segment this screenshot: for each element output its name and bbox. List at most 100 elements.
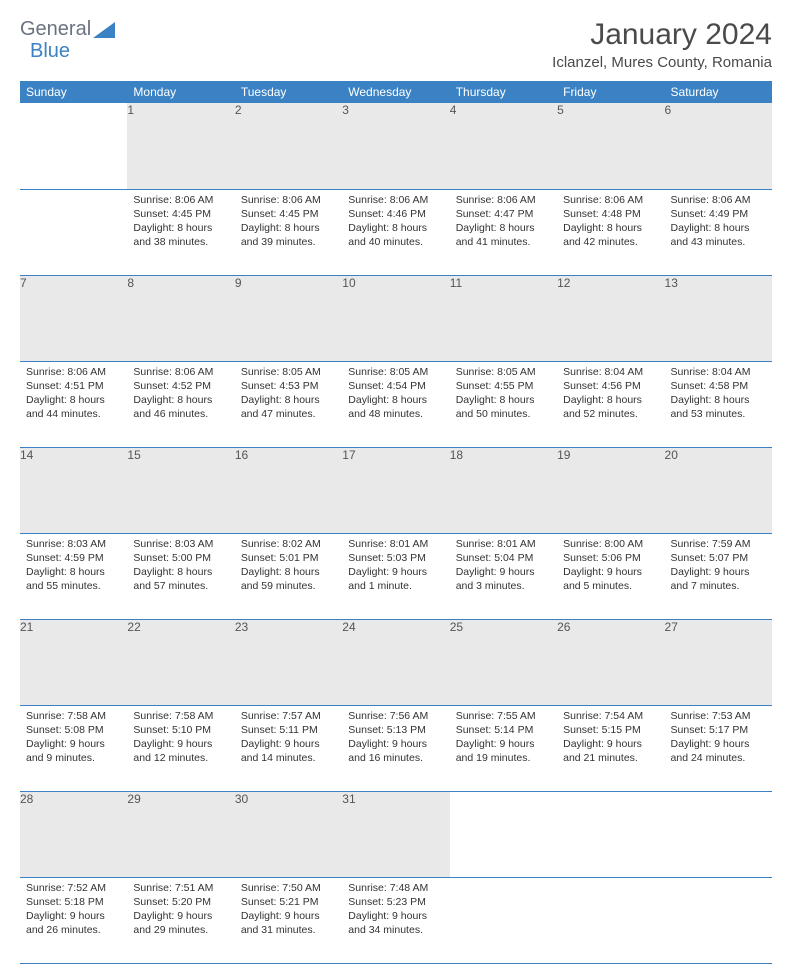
day-cell: Sunrise: 8:06 AMSunset: 4:46 PMDaylight:… xyxy=(342,189,449,275)
day-number: 9 xyxy=(235,275,342,361)
day-cell: Sunrise: 7:58 AMSunset: 5:08 PMDaylight:… xyxy=(20,705,127,791)
sunrise-text: Sunrise: 7:48 AM xyxy=(348,881,443,895)
day-number: 1 xyxy=(127,103,234,189)
day-cell: Sunrise: 8:06 AMSunset: 4:51 PMDaylight:… xyxy=(20,361,127,447)
day-content-row: Sunrise: 7:52 AMSunset: 5:18 PMDaylight:… xyxy=(20,877,772,963)
sunset-text: Sunset: 5:10 PM xyxy=(133,723,228,737)
day-number: 22 xyxy=(127,619,234,705)
sunrise-text: Sunrise: 7:53 AM xyxy=(671,709,766,723)
day-details: Sunrise: 8:06 AMSunset: 4:48 PMDaylight:… xyxy=(557,190,664,256)
sunset-text: Sunset: 4:55 PM xyxy=(456,379,551,393)
day-details: Sunrise: 8:06 AMSunset: 4:47 PMDaylight:… xyxy=(450,190,557,256)
sunset-text: Sunset: 5:06 PM xyxy=(563,551,658,565)
sunset-text: Sunset: 4:51 PM xyxy=(26,379,121,393)
weekday-header: Sunday xyxy=(20,81,127,103)
logo: General xyxy=(20,18,115,41)
daylight-text: Daylight: 8 hours and 48 minutes. xyxy=(348,393,443,421)
day-cell: Sunrise: 7:54 AMSunset: 5:15 PMDaylight:… xyxy=(557,705,664,791)
day-details: Sunrise: 7:52 AMSunset: 5:18 PMDaylight:… xyxy=(20,878,127,944)
day-number: 31 xyxy=(342,791,449,877)
day-cell: Sunrise: 7:59 AMSunset: 5:07 PMDaylight:… xyxy=(665,533,772,619)
sunrise-text: Sunrise: 8:06 AM xyxy=(241,193,336,207)
day-number: 11 xyxy=(450,275,557,361)
sunset-text: Sunset: 4:45 PM xyxy=(241,207,336,221)
sunset-text: Sunset: 5:20 PM xyxy=(133,895,228,909)
sunset-text: Sunset: 4:54 PM xyxy=(348,379,443,393)
daylight-text: Daylight: 8 hours and 53 minutes. xyxy=(671,393,766,421)
sunrise-text: Sunrise: 7:55 AM xyxy=(456,709,551,723)
day-details: Sunrise: 7:53 AMSunset: 5:17 PMDaylight:… xyxy=(665,706,772,772)
sunset-text: Sunset: 5:11 PM xyxy=(241,723,336,737)
day-details: Sunrise: 8:03 AMSunset: 5:00 PMDaylight:… xyxy=(127,534,234,600)
daylight-text: Daylight: 9 hours and 26 minutes. xyxy=(26,909,121,937)
day-number: 13 xyxy=(665,275,772,361)
daylight-text: Daylight: 8 hours and 59 minutes. xyxy=(241,565,336,593)
sunset-text: Sunset: 4:46 PM xyxy=(348,207,443,221)
day-cell: Sunrise: 8:05 AMSunset: 4:54 PMDaylight:… xyxy=(342,361,449,447)
day-details: Sunrise: 8:05 AMSunset: 4:55 PMDaylight:… xyxy=(450,362,557,428)
day-number-row: 123456 xyxy=(20,103,772,189)
calendar-header-row: SundayMondayTuesdayWednesdayThursdayFrid… xyxy=(20,81,772,103)
daylight-text: Daylight: 9 hours and 24 minutes. xyxy=(671,737,766,765)
day-number: 29 xyxy=(127,791,234,877)
sunrise-text: Sunrise: 8:02 AM xyxy=(241,537,336,551)
day-details: Sunrise: 8:05 AMSunset: 4:54 PMDaylight:… xyxy=(342,362,449,428)
sunrise-text: Sunrise: 7:58 AM xyxy=(26,709,121,723)
day-cell: Sunrise: 8:03 AMSunset: 4:59 PMDaylight:… xyxy=(20,533,127,619)
sunrise-text: Sunrise: 8:03 AM xyxy=(133,537,228,551)
daylight-text: Daylight: 8 hours and 38 minutes. xyxy=(133,221,228,249)
day-number: 26 xyxy=(557,619,664,705)
day-cell: Sunrise: 8:06 AMSunset: 4:45 PMDaylight:… xyxy=(235,189,342,275)
day-details: Sunrise: 7:57 AMSunset: 5:11 PMDaylight:… xyxy=(235,706,342,772)
sunset-text: Sunset: 5:23 PM xyxy=(348,895,443,909)
weekday-header: Friday xyxy=(557,81,664,103)
daylight-text: Daylight: 9 hours and 5 minutes. xyxy=(563,565,658,593)
daylight-text: Daylight: 8 hours and 55 minutes. xyxy=(26,565,121,593)
day-number-row: 14151617181920 xyxy=(20,447,772,533)
sunset-text: Sunset: 4:58 PM xyxy=(671,379,766,393)
sunrise-text: Sunrise: 8:05 AM xyxy=(348,365,443,379)
day-number: 25 xyxy=(450,619,557,705)
daylight-text: Daylight: 9 hours and 14 minutes. xyxy=(241,737,336,765)
day-cell xyxy=(665,877,772,963)
day-number: 2 xyxy=(235,103,342,189)
sunset-text: Sunset: 4:59 PM xyxy=(26,551,121,565)
sunrise-text: Sunrise: 8:04 AM xyxy=(671,365,766,379)
sunrise-text: Sunrise: 7:56 AM xyxy=(348,709,443,723)
sunrise-text: Sunrise: 7:50 AM xyxy=(241,881,336,895)
day-cell: Sunrise: 8:01 AMSunset: 5:04 PMDaylight:… xyxy=(450,533,557,619)
sunrise-text: Sunrise: 8:06 AM xyxy=(26,365,121,379)
daylight-text: Daylight: 8 hours and 44 minutes. xyxy=(26,393,121,421)
day-number-row: 21222324252627 xyxy=(20,619,772,705)
sunset-text: Sunset: 5:13 PM xyxy=(348,723,443,737)
day-number xyxy=(450,791,557,877)
day-cell: Sunrise: 8:02 AMSunset: 5:01 PMDaylight:… xyxy=(235,533,342,619)
sunset-text: Sunset: 5:17 PM xyxy=(671,723,766,737)
sunrise-text: Sunrise: 7:54 AM xyxy=(563,709,658,723)
day-cell: Sunrise: 7:52 AMSunset: 5:18 PMDaylight:… xyxy=(20,877,127,963)
day-cell: Sunrise: 7:56 AMSunset: 5:13 PMDaylight:… xyxy=(342,705,449,791)
daylight-text: Daylight: 8 hours and 40 minutes. xyxy=(348,221,443,249)
day-number: 18 xyxy=(450,447,557,533)
day-details: Sunrise: 8:03 AMSunset: 4:59 PMDaylight:… xyxy=(20,534,127,600)
day-number xyxy=(665,791,772,877)
calendar-table: SundayMondayTuesdayWednesdayThursdayFrid… xyxy=(20,81,772,964)
day-number: 17 xyxy=(342,447,449,533)
daylight-text: Daylight: 9 hours and 21 minutes. xyxy=(563,737,658,765)
day-details: Sunrise: 7:58 AMSunset: 5:10 PMDaylight:… xyxy=(127,706,234,772)
day-number: 5 xyxy=(557,103,664,189)
day-details: Sunrise: 8:04 AMSunset: 4:56 PMDaylight:… xyxy=(557,362,664,428)
day-cell: Sunrise: 7:55 AMSunset: 5:14 PMDaylight:… xyxy=(450,705,557,791)
daylight-text: Daylight: 9 hours and 1 minute. xyxy=(348,565,443,593)
daylight-text: Daylight: 9 hours and 31 minutes. xyxy=(241,909,336,937)
sunset-text: Sunset: 5:04 PM xyxy=(456,551,551,565)
sunrise-text: Sunrise: 7:52 AM xyxy=(26,881,121,895)
day-cell: Sunrise: 7:50 AMSunset: 5:21 PMDaylight:… xyxy=(235,877,342,963)
daylight-text: Daylight: 9 hours and 7 minutes. xyxy=(671,565,766,593)
sunset-text: Sunset: 5:08 PM xyxy=(26,723,121,737)
day-number: 6 xyxy=(665,103,772,189)
logo-text-2: Blue xyxy=(30,40,70,63)
daylight-text: Daylight: 8 hours and 42 minutes. xyxy=(563,221,658,249)
daylight-text: Daylight: 8 hours and 39 minutes. xyxy=(241,221,336,249)
day-number xyxy=(20,103,127,189)
